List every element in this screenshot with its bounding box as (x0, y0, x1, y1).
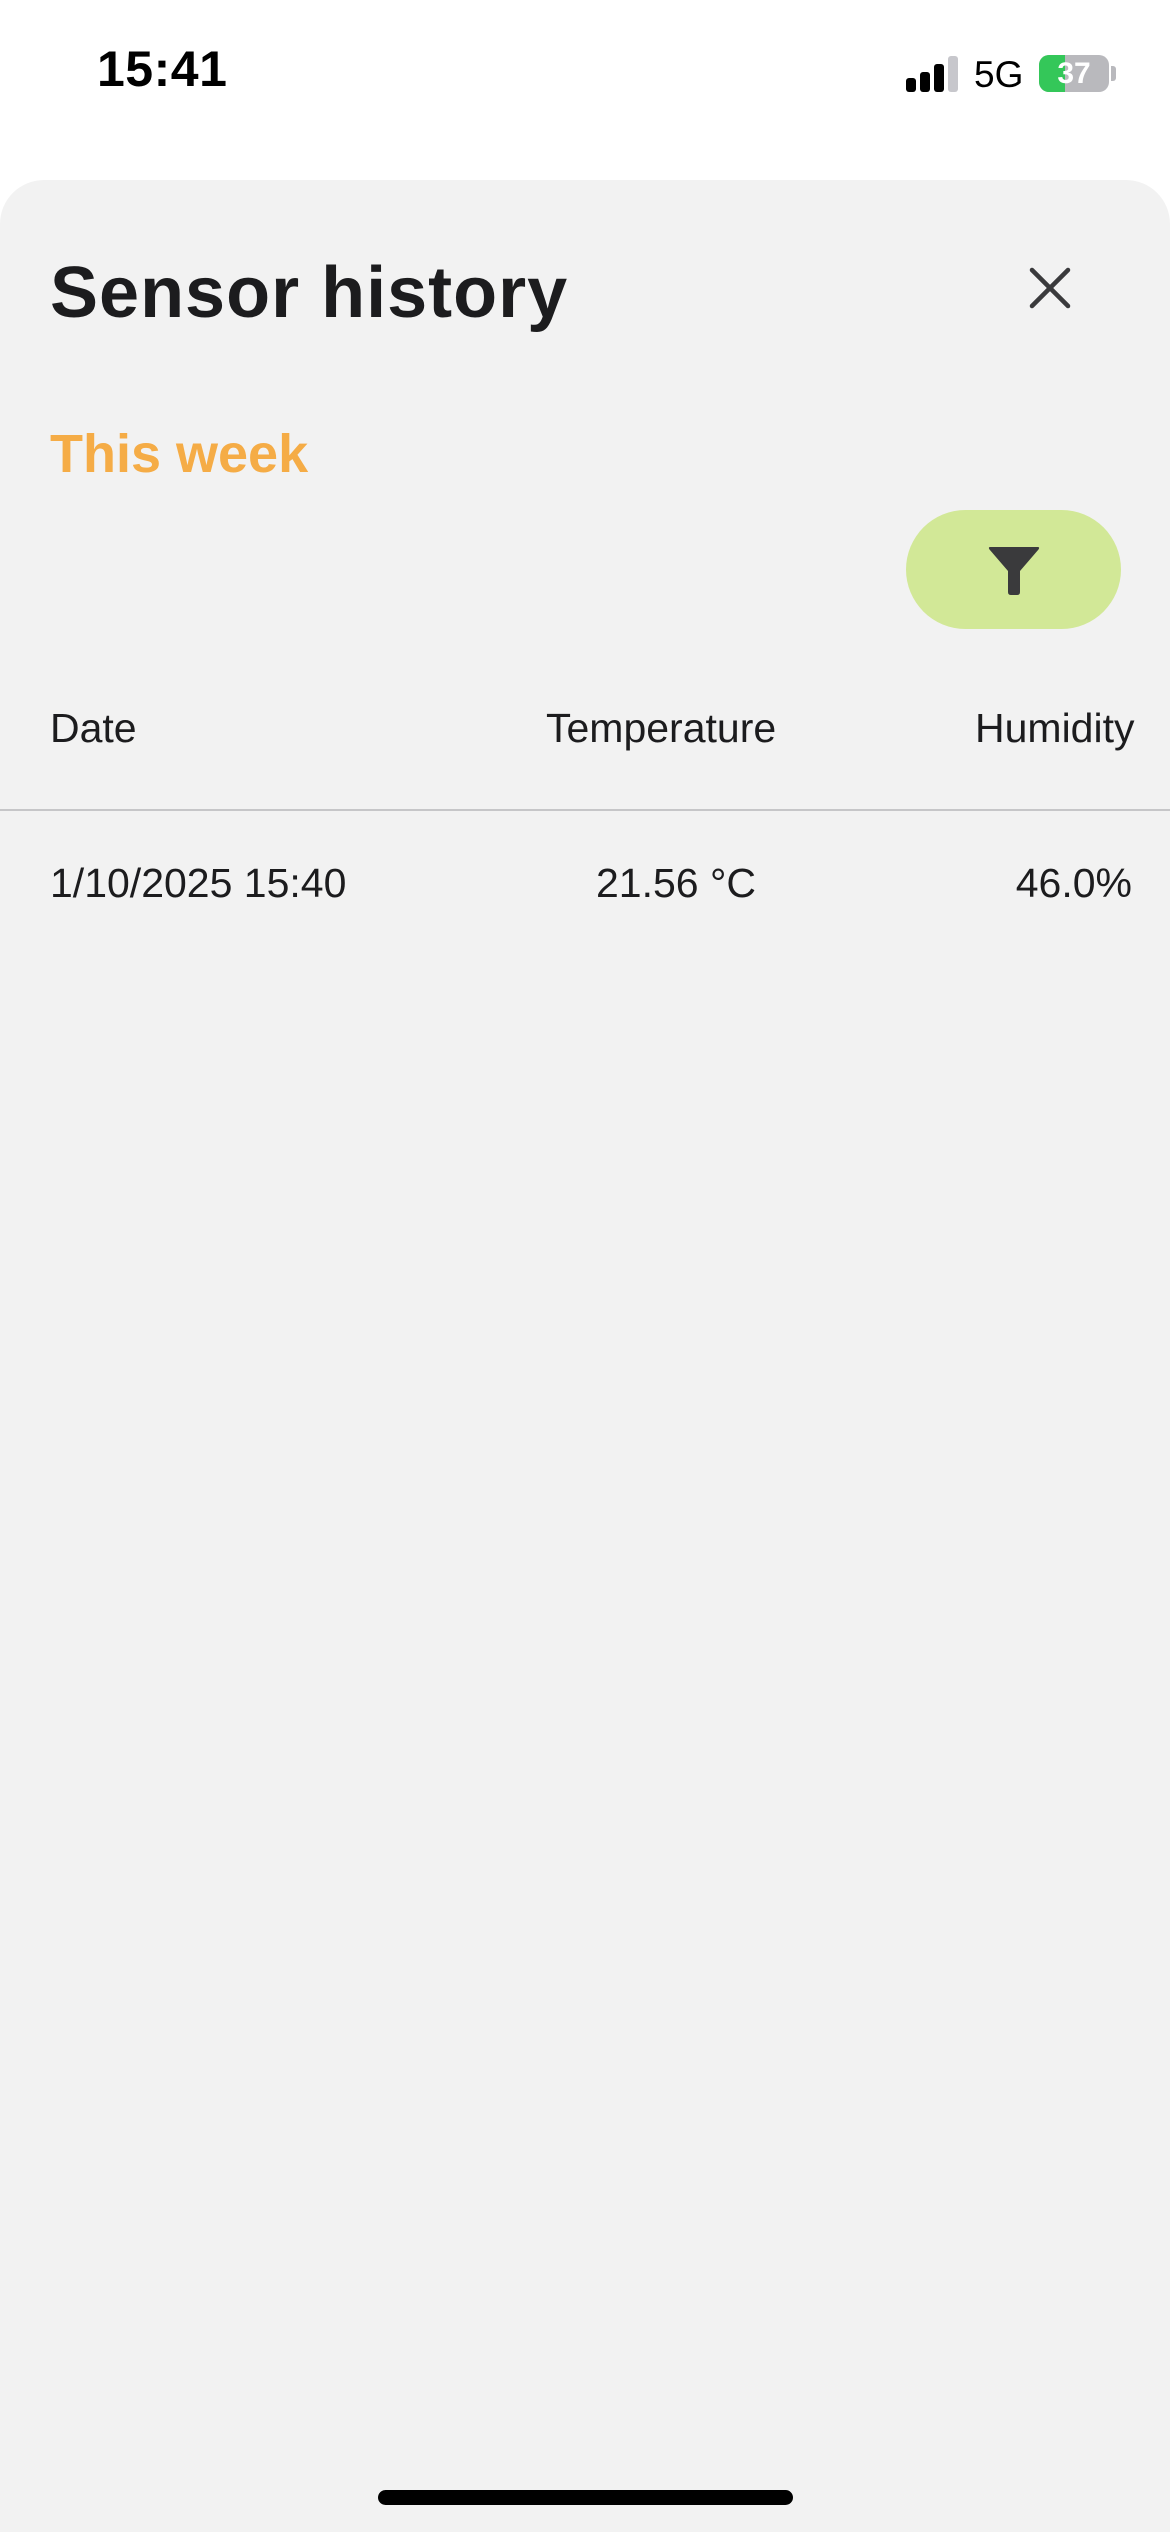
column-header-temperature: Temperature (546, 705, 777, 751)
filter-button[interactable] (906, 510, 1121, 629)
column-header-date: Date (50, 705, 137, 751)
close-button[interactable] (1010, 248, 1090, 328)
table-header: Date Temperature Humidity (0, 680, 1170, 810)
sensor-history-sheet: Sensor history This week Date Temperatur… (0, 180, 1170, 2532)
table-divider (0, 809, 1170, 811)
status-time: 15:41 (97, 41, 228, 97)
battery-icon: 37 (1039, 55, 1109, 92)
period-label[interactable]: This week (50, 424, 309, 484)
home-indicator[interactable] (378, 2490, 793, 2505)
battery-percent: 37 (1057, 57, 1091, 90)
battery-fill (1039, 55, 1065, 92)
status-bar: 15:41 5G 37 (0, 0, 1170, 150)
filter-icon (988, 546, 1039, 595)
cell-temperature: 21.56 °C (596, 860, 756, 906)
close-icon (1029, 267, 1071, 309)
cell-date: 1/10/2025 15:40 (50, 860, 347, 906)
network-type: 5G (974, 54, 1024, 95)
cellular-signal-icon (906, 54, 960, 92)
table-row: 1/10/2025 15:40 21.56 °C 46.0% (0, 830, 1170, 940)
column-header-humidity: Humidity (975, 705, 1135, 751)
cell-humidity: 46.0% (1015, 860, 1132, 906)
sheet-title: Sensor history (50, 253, 569, 333)
battery-cap (1111, 66, 1116, 81)
